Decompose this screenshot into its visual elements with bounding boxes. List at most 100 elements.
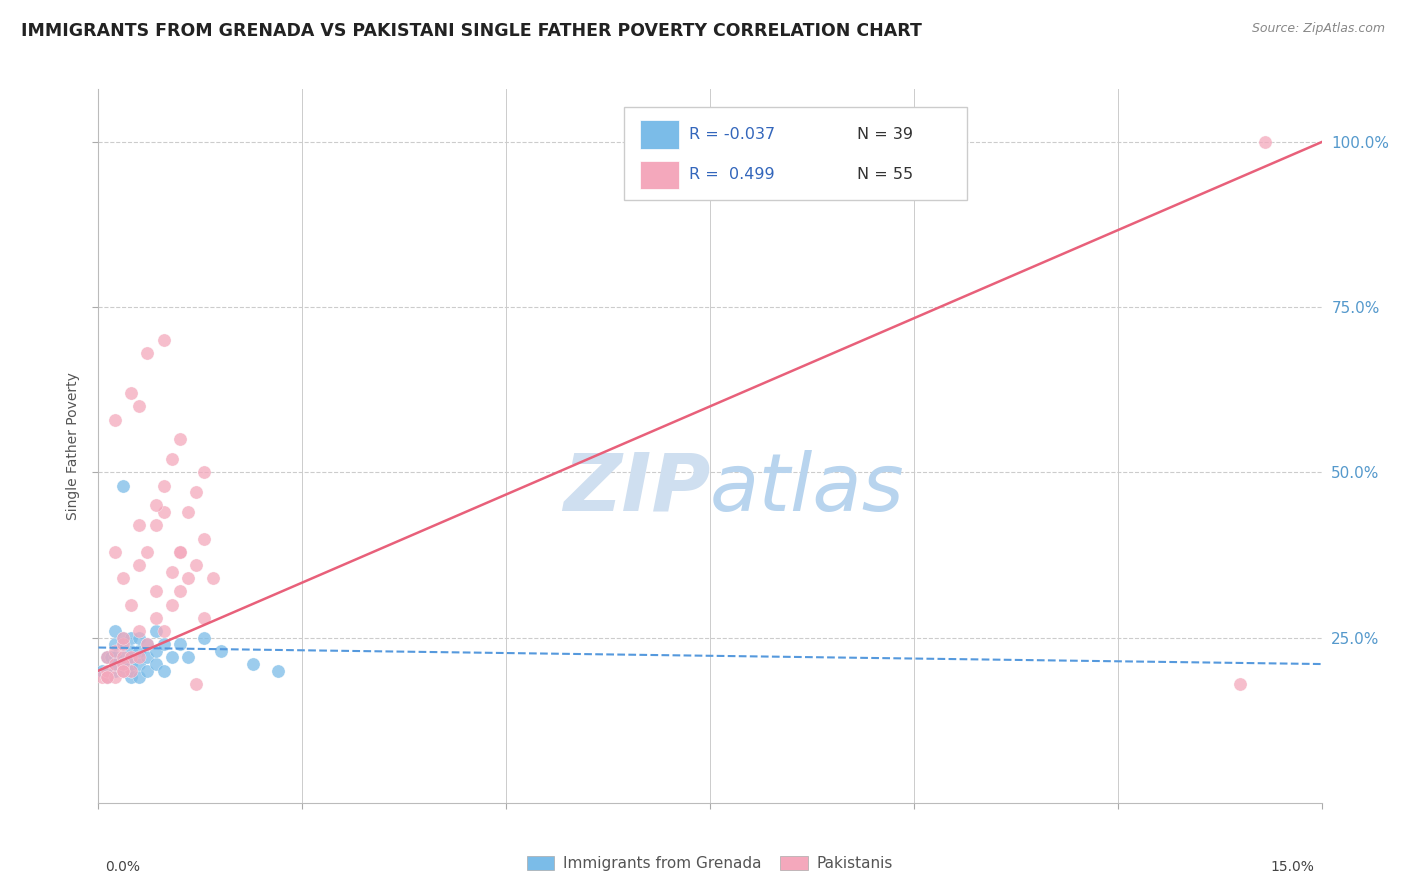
Point (91, 670, 114, 684)
Point (120, 664, 142, 678)
Point (169, 637, 191, 651)
Point (177, 650, 200, 665)
Point (267, 664, 290, 678)
Point (111, 664, 134, 678)
Point (96, 670, 118, 684)
Point (145, 518, 167, 533)
Point (128, 558, 150, 572)
Point (120, 650, 142, 665)
Point (111, 650, 134, 665)
Point (111, 631, 134, 645)
Point (111, 631, 134, 645)
Point (136, 664, 159, 678)
Point (104, 670, 127, 684)
Point (145, 624, 167, 638)
Point (128, 400, 150, 414)
Point (104, 644, 127, 658)
Point (104, 624, 127, 638)
Point (120, 670, 142, 684)
Point (104, 664, 127, 678)
Point (111, 657, 134, 671)
Text: 15.0%: 15.0% (1271, 860, 1315, 874)
Point (104, 545, 127, 559)
Text: R = -0.037: R = -0.037 (689, 127, 775, 142)
Text: atlas: atlas (710, 450, 905, 528)
Point (120, 657, 142, 671)
Point (104, 657, 127, 671)
Point (111, 650, 134, 665)
Point (111, 478, 134, 492)
Legend: Immigrants from Grenada, Pakistanis: Immigrants from Grenada, Pakistanis (520, 850, 900, 877)
FancyBboxPatch shape (640, 120, 679, 149)
Point (128, 624, 150, 638)
Point (169, 545, 191, 559)
Point (136, 346, 159, 360)
Point (152, 505, 174, 519)
Point (145, 499, 167, 513)
Point (96, 650, 118, 665)
Point (160, 598, 183, 612)
Point (120, 631, 142, 645)
Point (104, 637, 127, 651)
Text: ZIP: ZIP (562, 450, 710, 528)
Point (111, 664, 134, 678)
Point (128, 657, 150, 671)
Text: 0.0%: 0.0% (105, 860, 141, 874)
Point (177, 571, 200, 585)
Point (128, 644, 150, 658)
Text: N = 39: N = 39 (856, 127, 912, 142)
Point (128, 631, 150, 645)
Point (120, 664, 142, 678)
Point (111, 637, 134, 651)
Point (152, 333, 174, 347)
Point (136, 545, 159, 559)
Point (100, 650, 122, 665)
Point (201, 571, 224, 585)
Point (193, 532, 215, 546)
Y-axis label: Single Father Poverty: Single Father Poverty (66, 372, 80, 520)
FancyBboxPatch shape (640, 161, 679, 189)
Point (1253, 135, 1275, 149)
Point (209, 644, 232, 658)
Point (120, 598, 142, 612)
Point (186, 677, 208, 691)
Point (120, 386, 142, 401)
Point (111, 637, 134, 651)
Point (120, 644, 142, 658)
Point (242, 657, 264, 671)
Point (160, 650, 183, 665)
Text: N = 55: N = 55 (856, 168, 912, 182)
Text: Source: ZipAtlas.com: Source: ZipAtlas.com (1251, 22, 1385, 36)
Point (136, 637, 159, 651)
Point (160, 452, 183, 467)
Text: IMMIGRANTS FROM GRENADA VS PAKISTANI SINGLE FATHER POVERTY CORRELATION CHART: IMMIGRANTS FROM GRENADA VS PAKISTANI SIN… (21, 22, 922, 40)
Point (96, 650, 118, 665)
Point (160, 565, 183, 579)
Point (136, 637, 159, 651)
Point (1229, 677, 1251, 691)
Point (145, 584, 167, 599)
Point (193, 631, 215, 645)
Point (104, 650, 127, 665)
Point (169, 584, 191, 599)
Point (111, 664, 134, 678)
Point (152, 664, 174, 678)
Point (120, 650, 142, 665)
Point (152, 478, 174, 492)
Point (186, 485, 208, 500)
Point (136, 650, 159, 665)
Point (96, 670, 118, 684)
Point (193, 466, 215, 480)
Point (186, 558, 208, 572)
Point (152, 637, 174, 651)
Point (193, 611, 215, 625)
Point (152, 624, 174, 638)
Point (104, 412, 127, 426)
Point (169, 545, 191, 559)
Point (111, 571, 134, 585)
Point (96, 670, 118, 684)
Point (111, 657, 134, 671)
Point (169, 433, 191, 447)
FancyBboxPatch shape (624, 107, 967, 200)
Point (128, 518, 150, 533)
